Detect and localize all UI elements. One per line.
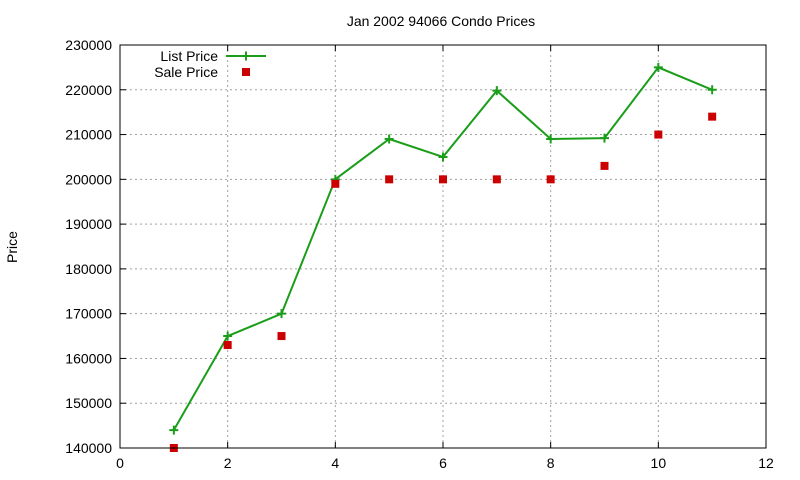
legend-label: List Price [160,48,218,64]
y-tick-label: 150000 [65,395,112,411]
sale-price-point [385,175,394,184]
list-price-point [653,62,663,72]
x-tick-label: 4 [331,455,339,471]
sale-price-point [277,332,286,341]
y-axis-label: Price [4,231,20,263]
y-tick-label: 210000 [65,127,112,143]
list-price-point [277,309,286,319]
list-price-point [546,134,556,144]
y-tick-label: 170000 [65,306,112,322]
y-tick-label: 140000 [65,440,112,456]
sale-price-point [492,175,501,184]
y-tick-label: 190000 [65,216,112,232]
list-price-point [707,85,717,95]
sale-price-point [223,341,232,350]
y-tick-label: 200000 [65,171,112,187]
legend-label: Sale Price [154,64,218,80]
x-tick-label: 10 [651,455,667,471]
grid-lines [120,45,766,448]
list-price-point [438,152,448,162]
list-price-point [223,331,233,341]
sale-price-point [708,112,717,121]
sale-price-point [654,130,663,139]
list-price-point [384,134,394,144]
legend-plus-marker [241,51,251,61]
chart-title: Jan 2002 94066 Condo Prices [347,13,535,29]
x-tick-label: 2 [224,455,232,471]
x-tick-label: 8 [547,455,555,471]
sale-price-point [439,175,447,184]
sale-price-point [546,175,555,184]
list-price-point [492,86,502,96]
y-tick-label: 230000 [65,37,112,53]
sale-price-point [331,179,340,188]
y-tick-label: 180000 [65,261,112,277]
series-0 [169,62,717,435]
y-tick-label: 160000 [65,350,112,366]
legend-square-marker [242,68,250,76]
axis-ticks: 140000 150000 160000 170000 180000 190000 2000… [65,37,774,471]
sale-price-point [600,161,609,170]
x-tick-label: 0 [116,455,124,471]
x-tick-label: 12 [758,455,774,471]
list-price-point [169,425,179,435]
x-tick-label: 6 [439,455,447,471]
list-price-point [600,133,609,143]
y-tick-label: 220000 [65,82,112,98]
plot-frame [119,44,767,449]
